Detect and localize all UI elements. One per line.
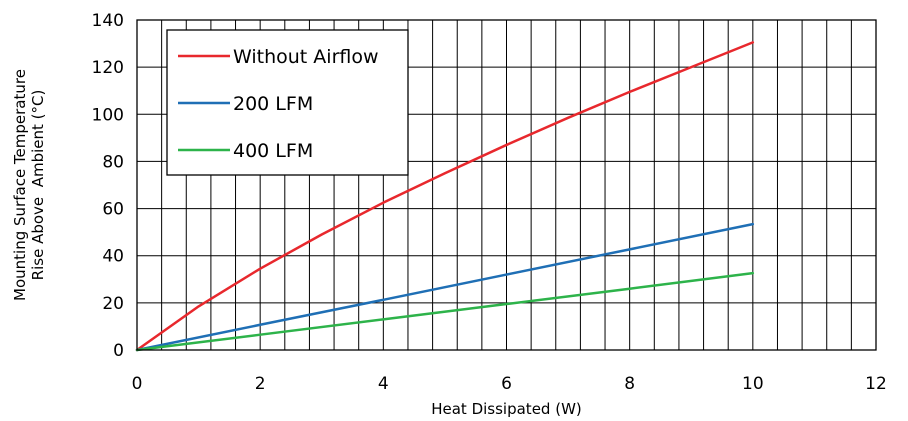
plot-frame	[136, 19, 877, 351]
y-tick-label: 0	[113, 341, 124, 361]
y-tick-label: 40	[102, 247, 124, 267]
y-axis-label-line1: Mounting Surface Temperature	[11, 69, 29, 301]
x-tick-label: 6	[501, 374, 512, 394]
legend-label: 400 LFM	[233, 140, 313, 162]
x-axis-ticks: 0 2 4 6 8 10 12	[132, 374, 887, 394]
series-line-1	[135, 222, 755, 352]
series-line-2	[135, 271, 755, 352]
y-tick-label: 60	[102, 200, 124, 220]
y-tick-label: 20	[102, 294, 124, 314]
x-axis-label: Heat Dissipated (W)	[431, 400, 582, 418]
series-line-0	[135, 41, 755, 352]
series-layer	[135, 41, 755, 352]
y-tick-label: 100	[92, 105, 124, 125]
legend-label: Without Airflow	[233, 46, 379, 68]
x-tick-label: 12	[865, 374, 887, 394]
x-tick-label: 0	[132, 374, 143, 394]
legend: Without Airflow 200 LFM 400 LFM	[166, 29, 409, 176]
x-tick-label: 2	[255, 374, 266, 394]
x-tick-label: 8	[624, 374, 635, 394]
y-tick-label: 120	[92, 58, 124, 78]
x-tick-label: 10	[742, 374, 764, 394]
y-tick-label: 140	[92, 11, 124, 31]
y-axis-ticks: 0 20 40 60 80 100 120 140	[92, 11, 124, 361]
legend-label: 200 LFM	[233, 93, 313, 115]
x-tick-label: 4	[378, 374, 389, 394]
y-tick-label: 80	[102, 152, 124, 172]
y-axis-label-line2: Rise Above Ambient (°C)	[29, 90, 47, 281]
